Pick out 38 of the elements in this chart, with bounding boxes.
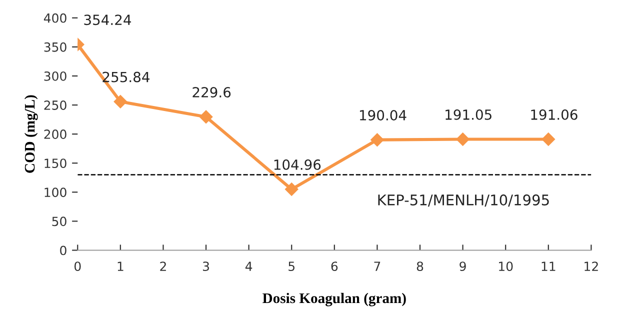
- data-label: 190.04: [360, 110, 406, 120]
- point: [542, 132, 555, 146]
- x-tick-label: 12: [584, 262, 598, 271]
- data-label: 229.6: [192, 87, 231, 98]
- data-label: 354.24: [84, 14, 131, 26]
- x-tick-label: 7: [374, 262, 380, 271]
- y-tick-label: 350: [44, 42, 66, 52]
- y-tick-label: 250: [44, 100, 66, 110]
- y-tick-label: 400: [44, 13, 66, 23]
- y-tick-label: 200: [44, 130, 66, 139]
- point: [456, 132, 470, 146]
- x-tick-label: 3: [202, 262, 209, 272]
- x-tick-label: 4: [245, 262, 252, 271]
- x-tick-label: 11: [542, 262, 556, 271]
- ref-line-label: KEP-51/MENLH/10/1995: [378, 194, 549, 207]
- x-tick-label: 9: [460, 262, 466, 272]
- x-tick-label: 8: [416, 262, 424, 272]
- x-tick-label: 10: [499, 262, 513, 272]
- x-tick-label: 2: [160, 262, 166, 271]
- x-axis-title: Dosis Koagulan (gram): [262, 292, 406, 306]
- x-tick-label: 5: [288, 262, 294, 272]
- data-label: 104.96: [274, 159, 321, 170]
- y-tick-label: 150: [44, 158, 66, 168]
- y-axis-title: COD (mg/L): [24, 95, 38, 173]
- point: [370, 133, 384, 146]
- point: [199, 110, 213, 124]
- x-tick-label: 6: [331, 262, 338, 272]
- x-tick-label: 1: [118, 262, 124, 271]
- y-tick-label: 100: [44, 188, 66, 198]
- x-tick-label: 0: [74, 262, 81, 272]
- y-tick-label: 300: [44, 71, 66, 81]
- data-label: 191.06: [531, 109, 578, 120]
- point: [114, 95, 128, 108]
- data-label: 191.05: [446, 109, 492, 120]
- y-tick-label: 0: [60, 246, 66, 256]
- data-label: 255.84: [102, 72, 150, 82]
- point: [285, 182, 298, 196]
- y-tick-label: 50: [52, 216, 66, 226]
